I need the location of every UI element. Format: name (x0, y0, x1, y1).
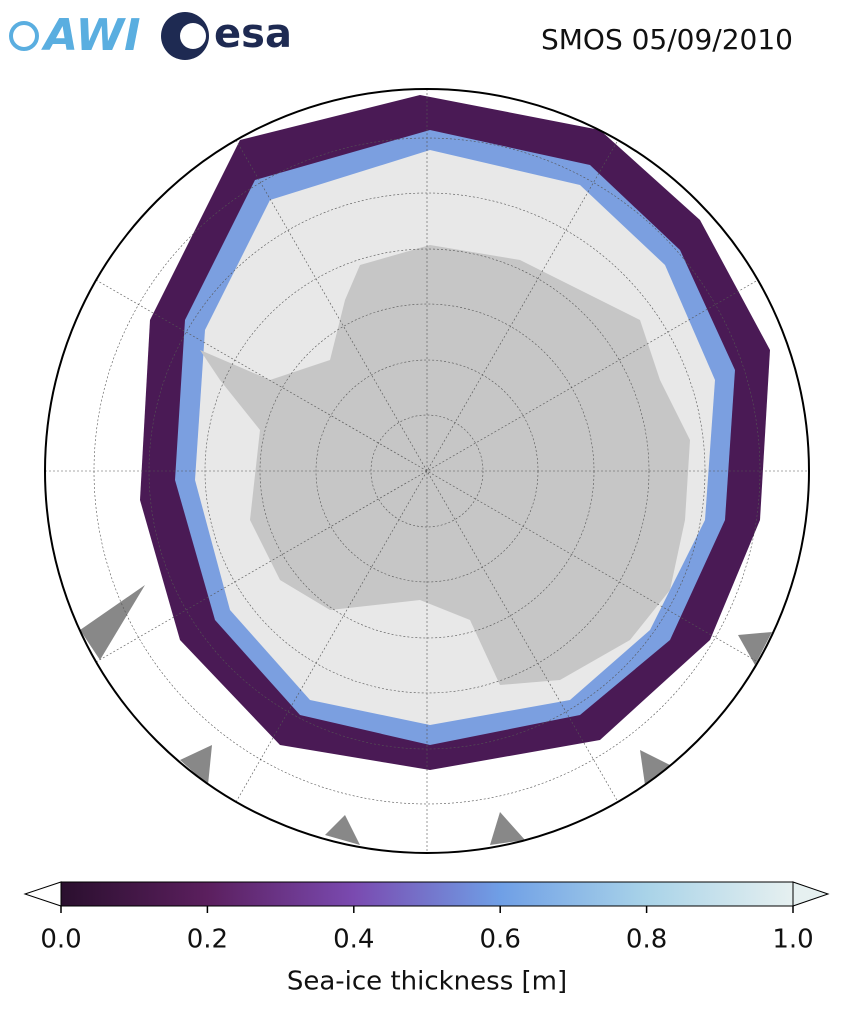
colorbar-tick-label: 0.4 (333, 925, 374, 955)
map-title: SMOS 05/09/2010 (541, 23, 793, 56)
land (325, 815, 360, 845)
map-boundary (44, 88, 810, 854)
land (80, 585, 145, 660)
graticule (45, 89, 809, 853)
colorbar-tick-label: 0.6 (480, 925, 521, 955)
land (180, 745, 212, 785)
esa-logo: esa (161, 11, 292, 60)
awi-logo-text: AWI (41, 10, 141, 61)
awi-logo-icon (9, 21, 39, 51)
land (738, 632, 772, 665)
awi-logo: AWI (9, 10, 141, 61)
antarctica (200, 245, 690, 685)
map (45, 89, 809, 853)
colorbar-tick-label: 0.8 (626, 925, 667, 955)
esa-logo-text: esa (214, 11, 292, 57)
colorbar-tick-label: 0.2 (187, 925, 228, 955)
land (640, 750, 670, 785)
esa-logo-icon-inner (180, 23, 206, 49)
colorbar-tick-label: 1.0 (772, 925, 813, 955)
colorbar (23, 881, 830, 907)
colorbar-extend-high (792, 881, 830, 907)
colorbar-label: Sea-ice thickness [m] (287, 967, 567, 997)
land (490, 812, 525, 845)
colorbar-bar (60, 881, 794, 907)
colorbar-tick-label: 0.0 (40, 925, 81, 955)
colorbar-extend-low (23, 881, 62, 907)
